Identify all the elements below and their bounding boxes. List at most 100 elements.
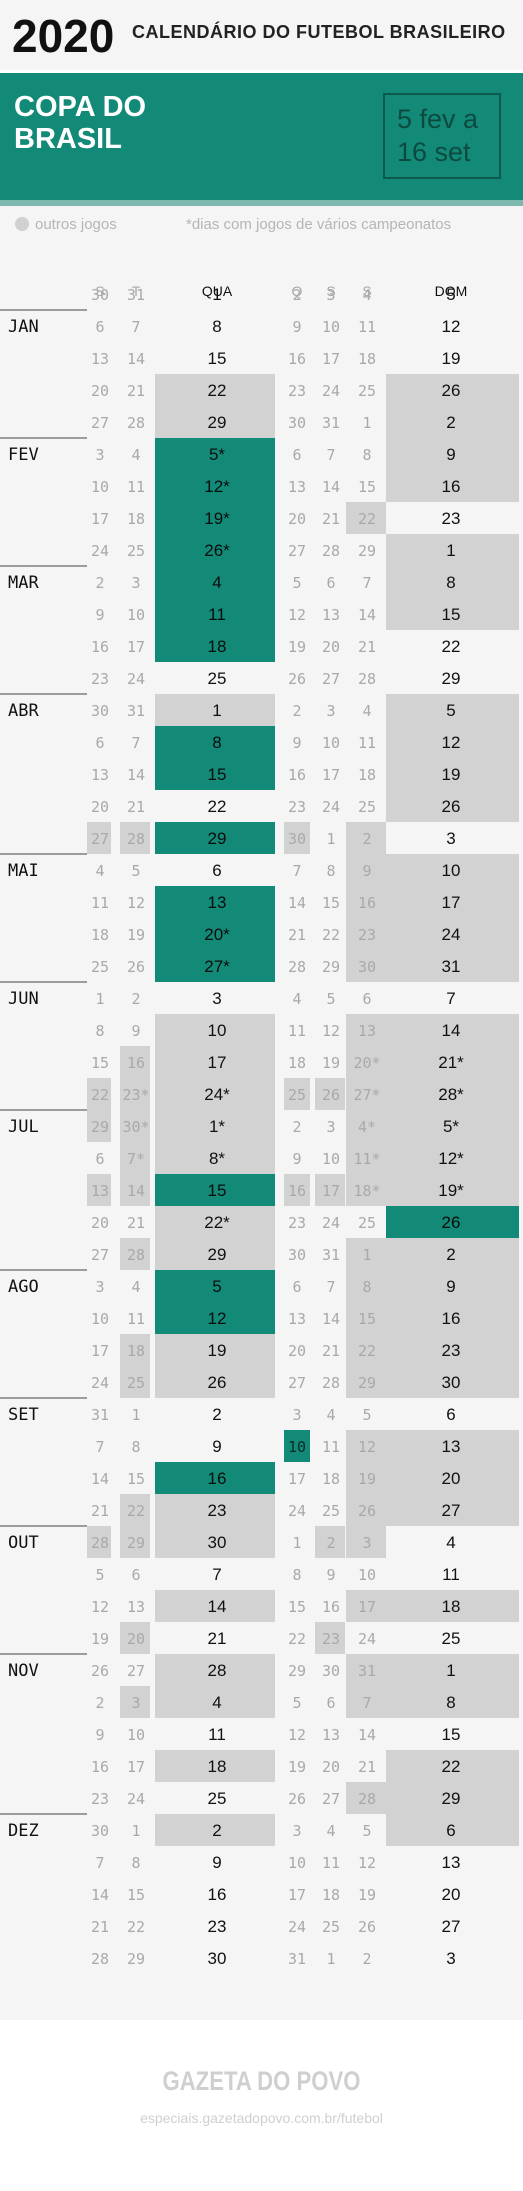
day-number: 20 [91, 382, 109, 400]
day-number: 19 [91, 1630, 109, 1648]
day-number: 6 [446, 1405, 455, 1424]
day-number: 5 [131, 862, 140, 880]
day-number: 3 [446, 1949, 455, 1968]
day-number: 26 [442, 797, 461, 816]
day-number: 4 [95, 862, 104, 880]
day-number: 30 [288, 830, 306, 848]
copa-game-cell [155, 598, 275, 630]
month-label: OUT [8, 1533, 39, 1553]
day-number: 23 [442, 509, 461, 528]
day-number: 1 [362, 414, 371, 432]
month-label: JUN [8, 989, 39, 1009]
day-number: 1 [95, 990, 104, 1008]
day-number: 4 [362, 702, 371, 720]
day-number: 20* [353, 1054, 380, 1072]
day-number: 9 [95, 606, 104, 624]
day-number: 21 [358, 1758, 376, 1776]
day-number: 15 [442, 1725, 461, 1744]
other-game-cell [386, 374, 519, 406]
day-number: 12 [442, 733, 461, 752]
other-game-cell [386, 726, 519, 758]
legend: outros jogos *dias com jogos de vários c… [0, 206, 523, 242]
day-number: 29 [127, 1534, 145, 1552]
day-number: 26 [442, 1213, 461, 1232]
other-game-cell [120, 1046, 150, 1078]
copa-game-cell [155, 918, 275, 950]
other-games-dot-icon [15, 217, 29, 231]
day-number: 25 [208, 1789, 227, 1808]
other-game-cell [120, 1334, 150, 1366]
other-game-cell [386, 1270, 519, 1302]
day-number: 19 [358, 1886, 376, 1904]
day-number: 26 [127, 958, 145, 976]
other-game-cell [386, 1238, 519, 1270]
day-number: 12 [322, 1022, 340, 1040]
other-game-cell [386, 1814, 519, 1846]
day-number: 8 [446, 1693, 455, 1712]
day-number: 26 [288, 670, 306, 688]
other-game-cell [346, 1462, 386, 1494]
day-number: 16 [208, 1885, 227, 1904]
day-number: 10 [91, 1310, 109, 1328]
day-number: 20 [91, 798, 109, 816]
other-game-cell [155, 374, 275, 406]
copa-game-cell [155, 438, 275, 470]
day-number: 17 [91, 510, 109, 528]
other-game-cell [155, 1206, 275, 1238]
other-game-cell [386, 1494, 519, 1526]
day-number: 14 [322, 1310, 340, 1328]
other-game-cell [120, 1142, 150, 1174]
day-number: 31 [358, 1662, 376, 1680]
day-number: 11 [91, 894, 109, 912]
day-number: 10 [442, 861, 461, 880]
day-number: 26 [322, 1086, 340, 1104]
day-number: 13 [358, 1022, 376, 1040]
competition-dates-box: 5 fev a 16 set [383, 93, 501, 179]
competition-name-line2: BRASIL [14, 123, 122, 155]
day-number: 21 [91, 1502, 109, 1520]
day-number: 14 [288, 894, 306, 912]
day-number: 28 [288, 958, 306, 976]
day-number: 12 [127, 894, 145, 912]
competition-name-line1: COPA DO [14, 91, 147, 123]
day-number: 29 [127, 1950, 145, 1968]
other-game-cell [315, 1622, 345, 1654]
other-game-cell [155, 1014, 275, 1046]
day-number: 23 [442, 1341, 461, 1360]
day-number: 29 [358, 1374, 376, 1392]
day-number: 18* [353, 1182, 380, 1200]
day-number: 12* [204, 477, 230, 496]
day-number: 14 [91, 1470, 109, 1488]
day-number: 2 [95, 574, 104, 592]
banner-stripe [0, 200, 523, 206]
day-number: 16 [322, 1598, 340, 1616]
day-number: 2 [292, 1118, 301, 1136]
other-game-cell [386, 1462, 519, 1494]
day-number: 9 [292, 734, 301, 752]
day-number: 25 [322, 1502, 340, 1520]
copa-game-cell [155, 470, 275, 502]
other-game-cell [346, 886, 386, 918]
other-game-cell [87, 1174, 111, 1206]
day-number: 1 [446, 1661, 455, 1680]
day-number: 25 [91, 958, 109, 976]
day-number: 23 [91, 670, 109, 688]
day-number: 31 [322, 414, 340, 432]
other-game-cell [346, 1654, 386, 1686]
day-number: 5 [326, 990, 335, 1008]
other-game-cell [155, 1110, 275, 1142]
copa-game-cell [284, 1430, 310, 1462]
day-number: 5 [362, 1822, 371, 1840]
day-number: 22 [358, 510, 376, 528]
day-number: 10 [208, 1021, 227, 1040]
day-number: 28* [438, 1085, 464, 1104]
other-game-cell [386, 886, 519, 918]
day-number: 21* [438, 1053, 464, 1072]
day-number: 22 [127, 1502, 145, 1520]
day-number: 30 [208, 1949, 227, 1968]
competition-dates: 5 fev a 16 set [397, 103, 497, 169]
day-number: 3 [292, 1406, 301, 1424]
day-number: 1* [209, 1117, 225, 1136]
other-game-cell [315, 1174, 345, 1206]
competition-dates-line1: 5 fev a [397, 104, 479, 134]
